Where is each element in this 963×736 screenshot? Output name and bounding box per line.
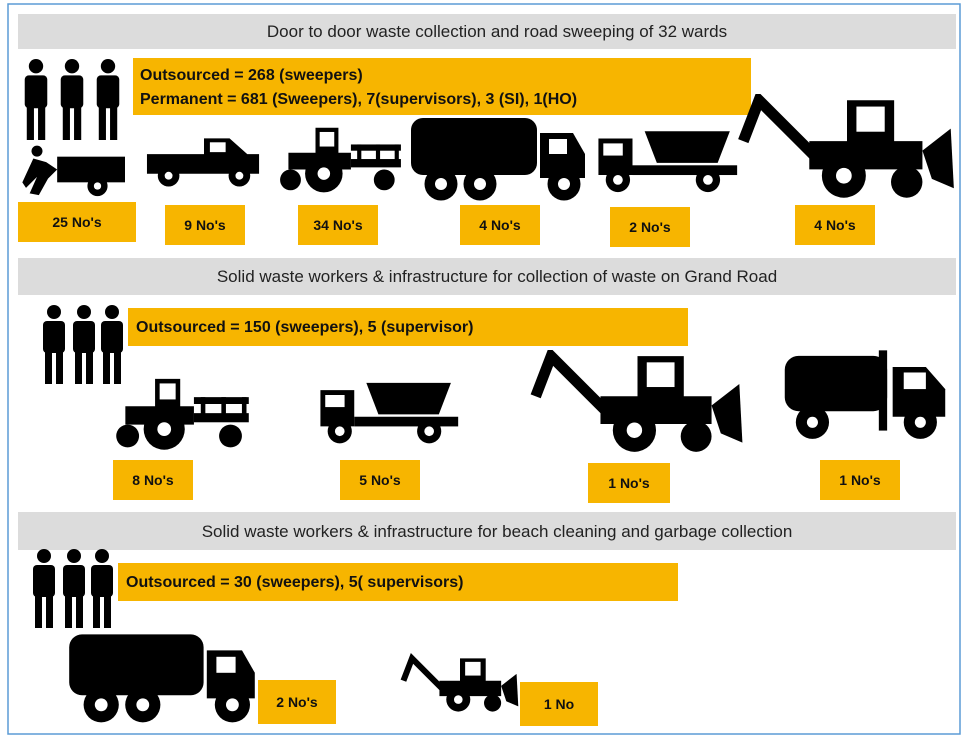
count-label: 1 No's — [839, 472, 881, 488]
count-label: 34 No's — [313, 217, 362, 233]
count-boxes: 8 No's 5 No's 1 No's 1 No's — [113, 460, 900, 503]
count-boxes: 2 No's 1 No — [258, 680, 598, 726]
count-label: 2 No's — [629, 219, 671, 235]
count-label: 25 No's — [52, 214, 101, 230]
people-icon — [43, 305, 123, 384]
count-label: 4 No's — [814, 217, 856, 233]
count-label: 9 No's — [184, 217, 226, 233]
infographic: Door to door waste collection and road s… — [0, 0, 963, 736]
section-title: Solid waste workers & infrastructure for… — [202, 522, 793, 541]
people-icon — [25, 59, 120, 140]
staff-text: Outsourced = 30 (sweepers), 5( superviso… — [126, 574, 463, 591]
count-boxes: 25 No's 9 No's 34 No's 4 No's 2 No's 4 N… — [18, 202, 875, 247]
staff-text: Permanent = 681 (Sweepers), 7(supervisor… — [140, 91, 577, 108]
count-label: 1 No's — [608, 475, 650, 491]
count-label: 8 No's — [132, 472, 174, 488]
icon — [411, 118, 585, 201]
icon — [598, 131, 737, 192]
icon — [116, 379, 249, 450]
icon — [785, 350, 945, 439]
icon — [280, 128, 401, 193]
section-title: Solid waste workers & infrastructure for… — [217, 267, 777, 286]
page: Door to door waste collection and road s… — [0, 0, 963, 736]
count-label: 1 No — [544, 696, 574, 712]
staff-text: Outsourced = 268 (sweepers) — [140, 67, 363, 84]
icon — [536, 356, 743, 452]
icon — [22, 146, 125, 196]
count-label: 5 No's — [359, 472, 401, 488]
icon — [147, 138, 259, 186]
staff-text: Outsourced = 150 (sweepers), 5 (supervis… — [136, 319, 473, 336]
section-title: Door to door waste collection and road s… — [267, 22, 727, 41]
people-icon — [33, 549, 113, 628]
count-label: 4 No's — [479, 217, 521, 233]
icon — [69, 634, 255, 722]
icon — [743, 100, 954, 197]
icon — [320, 383, 458, 443]
count-label: 2 No's — [276, 694, 318, 710]
icon — [403, 658, 518, 711]
